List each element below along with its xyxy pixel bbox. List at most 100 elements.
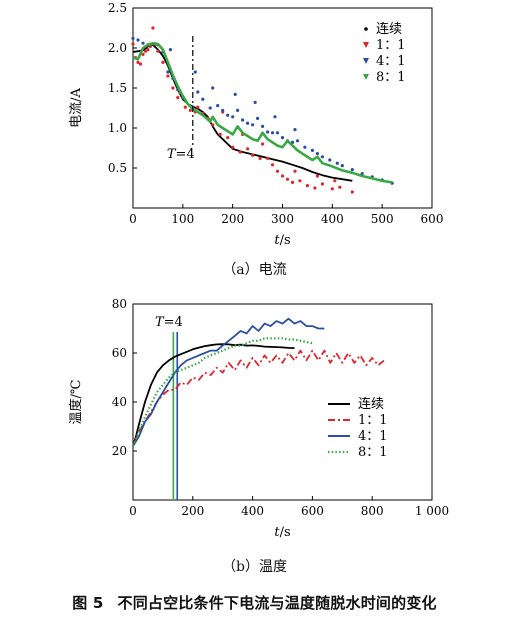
x-tick-label: 400: [241, 504, 264, 518]
legend-swatch: [364, 27, 368, 31]
series-2: [132, 317, 325, 447]
data-point: [136, 38, 140, 42]
data-point: [238, 150, 242, 154]
legend-label: 4：1: [358, 429, 388, 444]
data-point: [226, 136, 230, 140]
x-tick-label: 600: [421, 212, 444, 226]
data-point: [280, 136, 285, 140]
legend-label: 连续: [376, 21, 402, 37]
data-point: [290, 180, 295, 184]
series-line: [131, 337, 313, 447]
data-point: [216, 104, 220, 108]
axis-ticks-current: 0 100 200 300 400 500 600 0.5 1.0 1.5 2.0 2.5: [108, 1, 444, 226]
series-3: [132, 41, 393, 184]
chart-current: 0 100 200 300 400 500 600 0.5 1.0 1.5 2.0 2.5 T=4 电…: [69, 1, 443, 248]
annotation-label: T=4: [155, 315, 183, 330]
series-line: [132, 41, 393, 184]
data-point: [233, 92, 237, 96]
series-3: [131, 337, 313, 447]
series-line: [132, 349, 385, 447]
y-axis-label-temperature: 温度/℃: [68, 380, 84, 425]
legend-item: 连续: [364, 21, 402, 37]
data-point: [266, 156, 270, 160]
series-line: [132, 343, 295, 447]
data-point: [246, 147, 250, 151]
legend-item: 8：1: [363, 70, 406, 85]
panel-caption-current: （a）电流: [222, 262, 287, 278]
data-point: [138, 62, 143, 66]
data-point: [253, 100, 257, 104]
data-point: [161, 60, 165, 64]
legend-label: 8：1: [376, 70, 406, 85]
x-tick-label: 0: [129, 504, 137, 518]
data-point: [188, 108, 192, 112]
data-point: [143, 49, 148, 53]
data-point: [330, 187, 334, 191]
panel-caption-temperature: （b）温度: [222, 559, 287, 575]
annotation-current: T=4: [167, 36, 195, 162]
x-tick-label: 200: [221, 212, 244, 226]
series-layer-current: [131, 26, 394, 194]
y-tick-label: 0.5: [108, 161, 127, 175]
x-axis-label-temperature: t/s: [274, 525, 290, 540]
legend-swatch: [363, 74, 369, 80]
data-point: [310, 148, 314, 152]
data-point: [246, 121, 250, 125]
data-point: [156, 49, 160, 53]
data-point: [201, 97, 205, 101]
legend-swatch: [363, 58, 369, 64]
series-0: [132, 343, 295, 447]
y-tick-label: 2.0: [108, 41, 127, 55]
data-point: [293, 169, 297, 173]
x-tick-label: 200: [181, 504, 204, 518]
data-point: [241, 118, 245, 122]
x-axis-label-current: t/s: [274, 233, 290, 248]
data-point: [183, 105, 187, 109]
data-point: [338, 185, 342, 189]
series-layer-temperature: [131, 317, 385, 447]
data-point: [320, 155, 324, 159]
y-tick-label: 80: [112, 297, 127, 311]
series-line: [132, 317, 325, 447]
data-point: [166, 70, 170, 74]
data-point: [226, 113, 230, 117]
data-point: [168, 48, 172, 52]
data-point: [340, 164, 344, 168]
y-tick-label: 60: [112, 346, 127, 360]
data-point: [251, 153, 255, 157]
series-1: [131, 26, 354, 194]
legend-item: 1：1: [363, 38, 406, 53]
y-axis-label-current: 电流/A: [69, 88, 84, 128]
data-point: [208, 106, 212, 110]
data-point: [251, 123, 255, 127]
figure-caption: 图 5 不同占空比条件下电流与温度随脱水时间的变化: [0, 592, 509, 613]
legend-label: 1：1: [358, 413, 388, 428]
figure-number: 图 5: [72, 594, 104, 612]
x-tick-label: 500: [371, 212, 394, 226]
data-point: [136, 60, 140, 64]
data-point: [141, 52, 145, 57]
data-point: [280, 174, 285, 178]
annotation-temperature: T=4: [155, 315, 183, 330]
x-tick-label: 600: [301, 504, 324, 518]
legend-label: 4：1: [376, 54, 406, 69]
series-1: [132, 349, 385, 447]
axis-ticks-temperature: 0 200 400 600 800 1 000 20 40 60 80: [112, 297, 449, 518]
data-point: [231, 115, 235, 119]
data-point: [261, 124, 265, 128]
legend-swatch: [363, 42, 369, 48]
data-point: [285, 177, 290, 181]
data-point: [211, 123, 215, 127]
legend-label: 8：1: [358, 445, 388, 460]
data-point: [171, 86, 175, 90]
annotation-label: T=4: [167, 147, 195, 162]
data-point: [275, 131, 280, 135]
legend-temperature: 连续1：14：18：1: [328, 396, 388, 460]
legend-current: 连续1：14：18：1: [363, 21, 406, 85]
data-point: [273, 115, 277, 119]
data-point: [256, 116, 260, 120]
x-tick-label: 100: [171, 212, 194, 226]
data-point: [218, 132, 222, 136]
